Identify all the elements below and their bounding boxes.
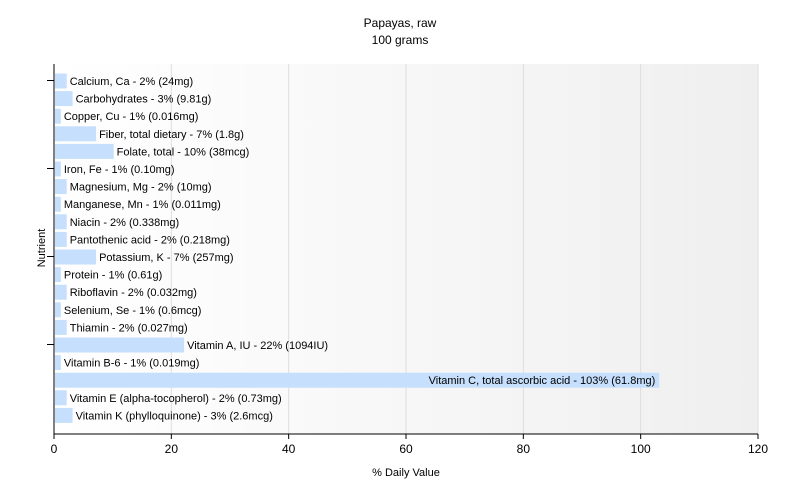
bar-19 xyxy=(55,407,73,423)
bar-label-6: Magnesium, Mg - 2% (10mg) xyxy=(70,182,212,194)
x-tick-label-100: 100 xyxy=(631,442,651,456)
chart-title: Papayas, raw xyxy=(364,16,437,30)
bar-label-16: Vitamin B-6 - 1% (0.019mg) xyxy=(64,358,200,370)
bar-14 xyxy=(55,319,67,335)
x-axis-title: % Daily Value xyxy=(372,467,440,479)
bar-12 xyxy=(55,284,67,300)
bar-6 xyxy=(55,179,67,195)
x-tick-label-40: 40 xyxy=(282,442,296,456)
bar-label-14: Thiamin - 2% (0.027mg) xyxy=(70,322,188,334)
bar-label-8: Niacin - 2% (0.338mg) xyxy=(70,217,179,229)
bar-17 xyxy=(55,372,660,388)
bar-label-11: Protein - 1% (0.61g) xyxy=(64,270,162,282)
bar-9 xyxy=(55,231,67,247)
bar-label-9: Pantothenic acid - 2% (0.218mg) xyxy=(70,234,230,246)
chart-subtitle: 100 grams xyxy=(372,33,429,47)
bar-7 xyxy=(55,196,61,212)
bar-0 xyxy=(55,73,67,89)
bar-2 xyxy=(55,108,61,124)
bar-4 xyxy=(55,143,114,159)
x-tick-label-0: 0 xyxy=(51,442,58,456)
bar-label-4: Folate, total - 10% (38mcg) xyxy=(117,146,250,158)
bar-16 xyxy=(55,355,61,371)
bar-label-12: Riboflavin - 2% (0.032mg) xyxy=(70,287,197,299)
x-tick-label-20: 20 xyxy=(165,442,179,456)
bar-10 xyxy=(55,249,97,265)
y-axis-title: Nutrient xyxy=(36,229,48,268)
bar-label-3: Fiber, total dietary - 7% (1.8g) xyxy=(99,129,244,141)
x-tick-label-120: 120 xyxy=(748,442,768,456)
axes-group: 0 20 40 60 80 100 120 xyxy=(47,64,768,456)
bar-label-13: Selenium, Se - 1% (0.6mcg) xyxy=(64,305,202,317)
x-tick-label-60: 60 xyxy=(399,442,413,456)
bar-15 xyxy=(55,337,185,353)
bar-3 xyxy=(55,126,97,142)
bar-label-18: Vitamin E (alpha-tocopherol) - 2% (0.73m… xyxy=(70,393,282,405)
gridlines xyxy=(170,64,759,434)
bar-1 xyxy=(55,91,73,107)
bar-label-19: Vitamin K (phylloquinone) - 3% (2.6mcg) xyxy=(76,410,273,422)
bars-group: Calcium, Ca - 2% (24mg) Carbohydrates - 3… xyxy=(55,73,660,423)
bar-5 xyxy=(55,161,61,177)
bar-8 xyxy=(55,214,67,230)
bar-label-5: Iron, Fe - 1% (0.10mg) xyxy=(64,164,175,176)
x-tick-label-80: 80 xyxy=(517,442,531,456)
bar-label-17: Vitamin C, total ascorbic acid - 103% (6… xyxy=(429,375,656,387)
bar-label-15: Vitamin A, IU - 22% (1094IU) xyxy=(187,340,328,352)
bar-label-7: Manganese, Mn - 1% (0.011mg) xyxy=(64,199,221,211)
bar-18 xyxy=(55,390,67,406)
bar-11 xyxy=(55,267,61,283)
bar-label-0: Calcium, Ca - 2% (24mg) xyxy=(70,76,193,88)
bar-label-10: Potassium, K - 7% (257mg) xyxy=(99,252,234,264)
bar-label-2: Copper, Cu - 1% (0.016mg) xyxy=(64,111,199,123)
bar-13 xyxy=(55,302,61,318)
bar-label-1: Carbohydrates - 3% (9.81g) xyxy=(76,94,212,106)
